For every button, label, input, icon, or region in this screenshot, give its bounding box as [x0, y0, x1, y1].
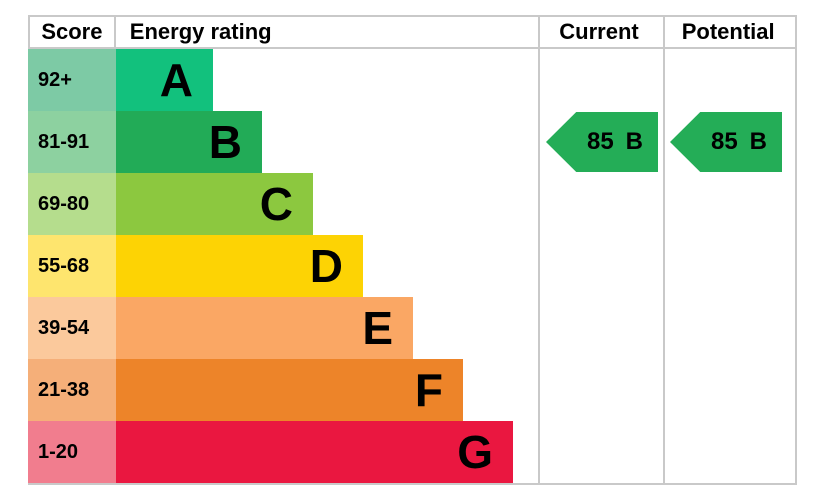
band-letter: E	[362, 302, 393, 354]
band-letter: F	[414, 364, 443, 416]
potential-rating-arrow: 85 B	[670, 112, 782, 172]
column-divider-current	[538, 17, 540, 483]
score-cell: 21-38	[28, 359, 116, 421]
current-score-value: 85	[586, 128, 614, 155]
band-letter: B	[208, 116, 242, 168]
score-range-label: 55-68	[38, 254, 90, 277]
score-cell: 81-91	[28, 111, 116, 173]
band-rows: 92+ A 81-91 B 69-80 C	[28, 49, 795, 483]
rating-bar: D	[116, 235, 363, 297]
band-letter: G	[457, 426, 493, 478]
rating-bar: G	[116, 421, 513, 483]
score-range-label: 69-80	[38, 192, 90, 215]
band-row-g: 1-20 G	[28, 421, 795, 483]
column-divider-potential	[663, 17, 665, 483]
score-range-label: 21-38	[38, 378, 90, 401]
band-row-b: 81-91 B	[28, 111, 795, 173]
potential-score-value: 85	[710, 128, 738, 155]
score-cell: 39-54	[28, 297, 116, 359]
band-row-e: 39-54 E	[28, 297, 795, 359]
band-row-c: 69-80 C	[28, 173, 795, 235]
rating-bar: B	[116, 111, 262, 173]
rating-bar: F	[116, 359, 463, 421]
score-range-label: 1-20	[38, 440, 79, 463]
current-rating-arrow: 85 B	[546, 112, 658, 172]
header-current: Current	[559, 19, 639, 44]
score-cell: 1-20	[28, 421, 116, 483]
potential-band-letter: B	[749, 128, 768, 155]
band-letter: A	[159, 54, 193, 106]
score-cell: 69-80	[28, 173, 116, 235]
header-potential: Potential	[681, 19, 775, 44]
score-range-label: 39-54	[38, 316, 90, 339]
table-header-row: Score Energy rating Current Potential	[28, 17, 795, 49]
header-energy-rating: Energy rating	[129, 19, 272, 44]
rating-bar: E	[116, 297, 413, 359]
rating-bar: A	[116, 49, 213, 111]
score-cell: 92+	[28, 49, 116, 111]
band-row-a: 92+ A	[28, 49, 795, 111]
band-row-f: 21-38 F	[28, 359, 795, 421]
header-score: Score	[28, 17, 116, 47]
band-letter: D	[309, 240, 343, 292]
current-band-letter: B	[625, 128, 644, 155]
epc-table: Score Energy rating Current Potential 92…	[28, 15, 797, 485]
score-range-label: 81-91	[38, 130, 90, 153]
rating-bar: C	[116, 173, 313, 235]
band-letter: C	[259, 178, 293, 230]
score-cell: 55-68	[28, 235, 116, 297]
band-row-d: 55-68 D	[28, 235, 795, 297]
score-range-label: 92+	[38, 68, 72, 91]
